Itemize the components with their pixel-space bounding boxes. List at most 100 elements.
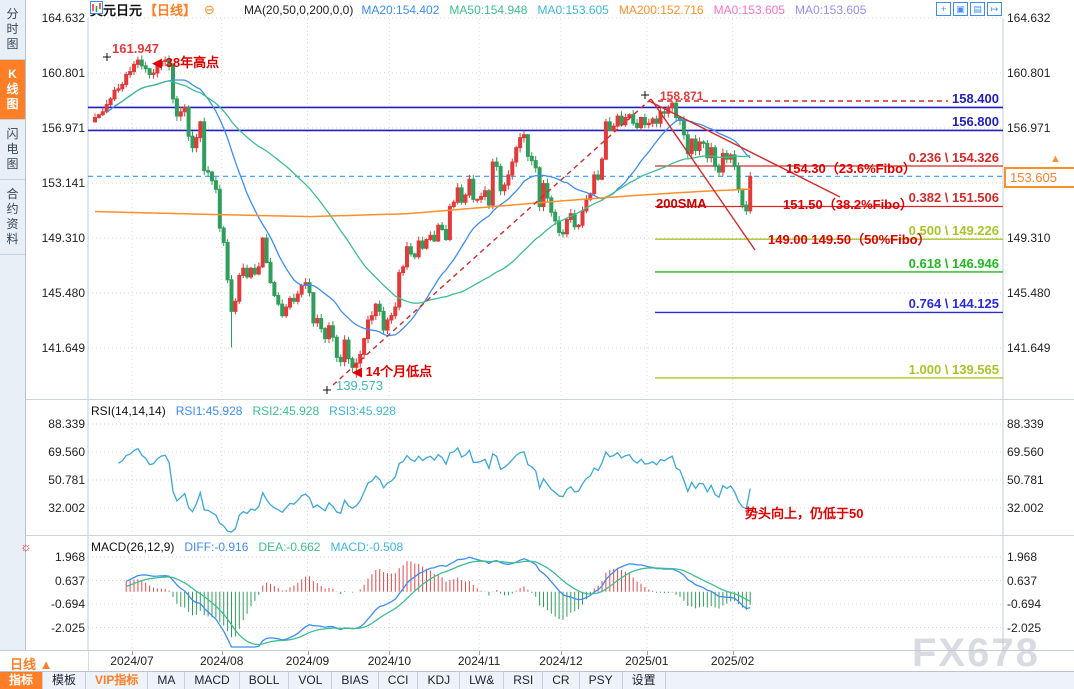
candle-body [440,224,445,231]
candle-body [93,117,97,123]
candle-body [705,142,710,159]
candle-body [280,303,285,317]
toolbar-tab-vip[interactable]: VIP指标 [86,672,149,689]
candle-body [155,65,160,74]
crosshair-icon[interactable]: + [936,2,951,16]
zoom-window-icon[interactable]: ▣ [953,2,968,16]
fibonacci-label: 1.000 \ 139.565 [908,361,999,377]
candle-body [561,231,565,235]
candle-body [373,303,378,317]
candle-body [256,266,261,275]
rsi-momentum-note: 势头向上，仍低于50 [745,506,864,521]
candle-body [502,184,507,192]
high-38y-note: ◀ 38年高点 [152,55,220,70]
price-up-arrow-icon: ▲ [1050,153,1061,165]
rsi-value: RSI3:45.928 [329,404,396,418]
candle-body [525,134,530,157]
alert-icon[interactable]: ☼ [20,539,32,554]
sidebar-tab-2[interactable]: K线图 [0,60,25,120]
candle-body [506,174,511,186]
candle-body [362,338,367,355]
toolbar-tab-bias[interactable]: BIAS [332,672,379,689]
shift-right-icon[interactable]: ↦ [987,2,1002,16]
candle-body [108,98,113,106]
candle-body [420,240,425,249]
candle-body [436,224,441,242]
candle-body [315,318,320,324]
toolbar-tab-cr[interactable]: CR [543,672,580,689]
candle-body [96,114,101,119]
candle-body [221,227,226,243]
toolbar-tab-rsi[interactable]: RSI [504,672,544,689]
candle-body [342,339,347,363]
candle-body [553,211,558,222]
candle-body [377,303,382,312]
x-axis-label: 2025/02 [710,654,755,668]
candle-body [284,306,289,317]
candle-body [151,72,156,75]
ma-values: MA20:154.402 MA50:154.948 MA0:153.605 MA200… [361,3,866,17]
y-axis-label: 141.649 [1007,340,1051,355]
candle-body [732,154,737,167]
chart-type-icon[interactable] [90,1,236,16]
candle-body [112,89,117,100]
candle-body [576,224,581,228]
candle-body [323,328,328,340]
candle-body [486,190,491,206]
y-axis-label: 145.480 [1007,285,1051,300]
candle-body [537,167,542,208]
toolbar-tab-vol[interactable]: VOL [289,672,333,689]
candle-body [580,210,585,226]
candle-body [206,170,211,173]
candle-body [408,246,413,255]
candle-body [319,318,324,330]
toolbar-tab-psy[interactable]: PSY [579,672,623,689]
y-axis-label: 0.637 [1007,573,1038,588]
candle-body [182,106,187,113]
toolbar-tab-lw[interactable]: LW& [460,672,505,689]
y-axis-label: 145.480 [41,285,85,300]
toolbar-tab-cci[interactable]: CCI [378,672,419,689]
rsi-value: RSI2:45.928 [252,404,320,418]
high-38y-price: 161.947 [112,41,159,56]
toolbar-tab-[interactable]: 指标 [0,672,44,689]
candle-body [264,237,269,264]
x-axis-label: 2025/01 [625,654,669,668]
sidebar-tab-3[interactable]: 闪电图 [0,120,25,180]
fibonacci-label: 0.382 \ 151.506 [908,190,999,206]
candle-body [572,213,577,228]
toolbar-tab-macd[interactable]: MACD [185,672,240,689]
candle-body [397,272,402,308]
candle-body [611,125,616,131]
y-axis-label: -2.025 [1007,620,1042,635]
time-axis-row: 日线 ▲ 2024/07 2024/08 2024/09 2024/10 2024/11… [0,650,1074,672]
toolbar-tab-boll[interactable]: BOLL [239,672,290,689]
candle-body [132,63,136,73]
candle-body [475,198,480,201]
collapse-icon[interactable]: ⊖ [204,2,215,17]
period-selector[interactable]: 日线 ▲ [10,657,53,672]
y-axis-label: 88.339 [1007,417,1044,431]
toolbar-tab-kdj[interactable]: KDJ [418,672,461,689]
y-axis-label: 160.801 [1007,66,1051,80]
candle-body [514,147,519,163]
candle-body [627,114,632,119]
panes-icon[interactable]: ▤ [970,2,985,16]
sidebar-tab-1[interactable]: 分时图 [0,0,25,60]
candle-body [385,319,390,331]
candle-body [194,137,199,149]
ma-value: MA50:154.948 [449,2,528,17]
toolbar-tab-[interactable]: 模板 [43,672,87,689]
candle-body [295,293,300,302]
candle-body [416,240,421,258]
candle-body [639,117,643,129]
ma-value: MA0:153.605 [713,2,785,17]
toolbar-tab-ma[interactable]: MA [148,672,186,689]
toolbar-tab-[interactable]: 设置 [622,672,666,689]
period-badge: 【日线】 [144,3,197,18]
sidebar-tab-4[interactable]: 合约资料 [0,180,25,255]
candle-body [412,253,417,258]
candle-body [717,165,721,173]
candle-body [381,310,386,331]
